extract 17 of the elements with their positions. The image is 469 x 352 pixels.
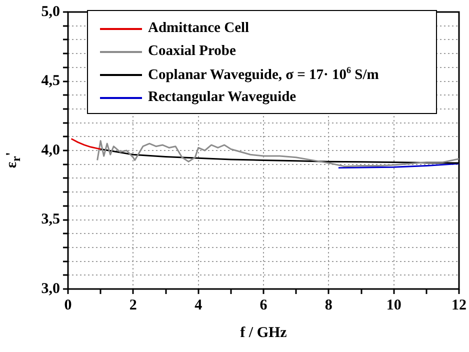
y-tick-label: 3,5 — [41, 212, 60, 228]
y-tick-label: 4,5 — [41, 73, 60, 90]
y-tick-label: 4,0 — [41, 142, 60, 158]
x-tick-label: 8 — [324, 297, 332, 314]
x-tick-label: 4 — [194, 297, 203, 314]
y-tick-label: 3,0 — [41, 280, 60, 297]
x-tick-label: 10 — [386, 297, 402, 314]
x-axis-title: f / GHz — [240, 324, 288, 341]
x-tick-label: 2 — [129, 297, 137, 314]
x-tick-label: 0 — [64, 297, 72, 314]
legend-label: Coplanar Waveguide, σ = 17· 10$^{6}$ S/m — [148, 65, 379, 84]
legend-label: Rectangular Waveguide — [148, 89, 296, 106]
y-tick-label: 5,0 — [41, 4, 60, 20]
x-tick-label: 6 — [260, 297, 268, 314]
legend-label: Coaxial Probe — [148, 43, 236, 60]
legend-label: Admittance Cell — [148, 20, 250, 37]
x-tick-label: 12 — [452, 297, 466, 314]
